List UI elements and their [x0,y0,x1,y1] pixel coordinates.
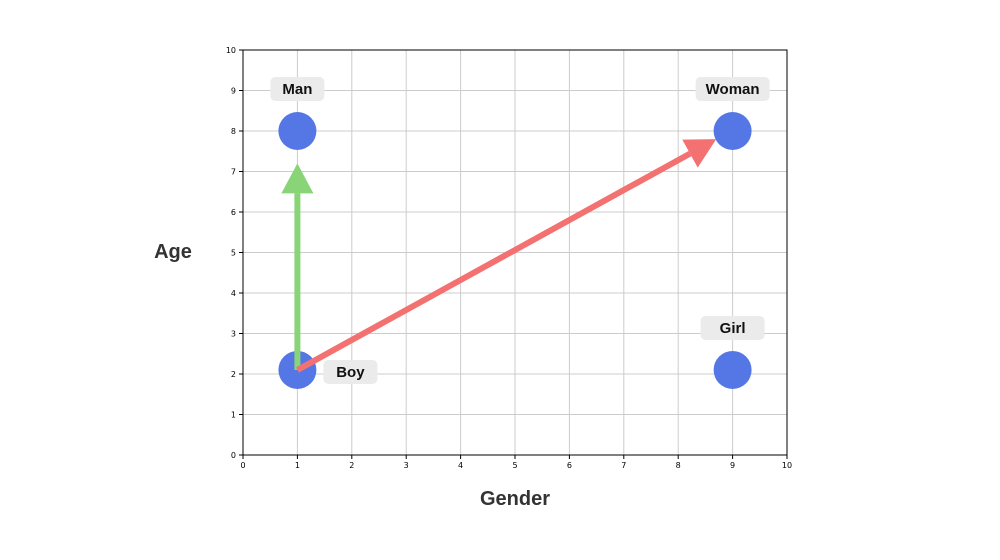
point-label-background [323,359,378,384]
point-man [278,112,317,150]
point-label-boy: Boy [336,364,365,381]
point-label-woman: Woman [706,81,760,98]
point-girl [713,350,752,389]
x-tick-label: 10 [782,461,792,470]
y-tick-label: 6 [231,208,236,217]
x-tick-label: 6 [567,461,572,470]
x-tick-label: 1 [295,461,300,470]
y-tick-label: 10 [226,46,236,55]
point-labels: Man Woman Boy Girl [270,77,770,384]
y-tick-label: 1 [231,411,236,420]
x-tick-label: 2 [349,461,354,470]
x-axis-label: Gender [480,488,550,510]
y-tick-label: 2 [231,370,236,379]
y-axis-label: Age [154,241,192,263]
x-tick-label: 9 [730,461,735,470]
point-label-background [695,77,770,101]
y-tick-label: 9 [231,87,236,96]
x-tick-label: 3 [404,461,409,470]
point-label-background [700,315,765,340]
x-tick-label: 4 [458,461,463,470]
arrow-shaft [295,150,692,373]
arrow-head [682,139,717,168]
x-tick-label: 7 [621,461,626,470]
x-tick-label: 0 [240,461,245,470]
point-woman [713,112,752,150]
x-tick-label: 5 [512,461,517,470]
y-tick-label: 0 [231,451,236,460]
axis-ticks: 0 1 2 3 4 5 6 7 8 9 10 0 1 2 3 4 5 6 7 8 9 10 [226,46,792,470]
points [278,112,752,389]
y-tick-label: 3 [231,330,236,339]
point-label-girl: Girl [720,320,746,337]
y-tick-label: 8 [231,127,236,136]
y-tick-label: 4 [231,289,236,298]
arrows [281,139,717,373]
point-label-man: Man [282,81,312,98]
point-label-background [270,77,325,101]
y-tick-label: 7 [231,168,236,177]
y-tick-label: 5 [231,249,236,258]
arrow-head [281,163,314,194]
x-tick-label: 8 [676,461,681,470]
